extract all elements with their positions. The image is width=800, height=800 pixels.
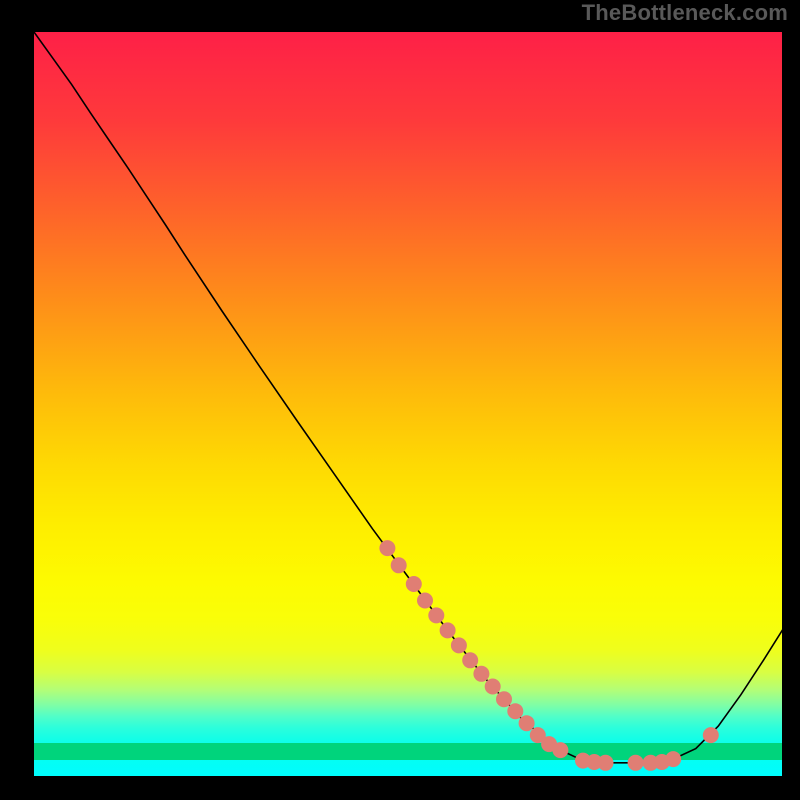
marker-point (451, 637, 467, 653)
marker-point (440, 622, 456, 638)
marker-point (552, 742, 568, 758)
marker-point (462, 652, 478, 668)
marker-point (628, 755, 644, 771)
marker-point (703, 727, 719, 743)
marker-point (473, 666, 489, 682)
chart-frame: TheBottleneck.com (0, 0, 800, 800)
marker-point (496, 691, 512, 707)
bottleneck-curve (34, 32, 786, 763)
marker-point (391, 557, 407, 573)
marker-point (507, 703, 523, 719)
marker-point (665, 751, 681, 767)
marker-point (485, 679, 501, 695)
marker-point (417, 593, 433, 609)
marker-point (519, 715, 535, 731)
watermark-text: TheBottleneck.com (582, 0, 788, 26)
chart-overlay (34, 32, 786, 780)
marker-group (379, 540, 718, 771)
marker-point (428, 607, 444, 623)
marker-point (379, 540, 395, 556)
marker-point (598, 755, 614, 771)
marker-point (406, 576, 422, 592)
plot-area (32, 30, 784, 778)
